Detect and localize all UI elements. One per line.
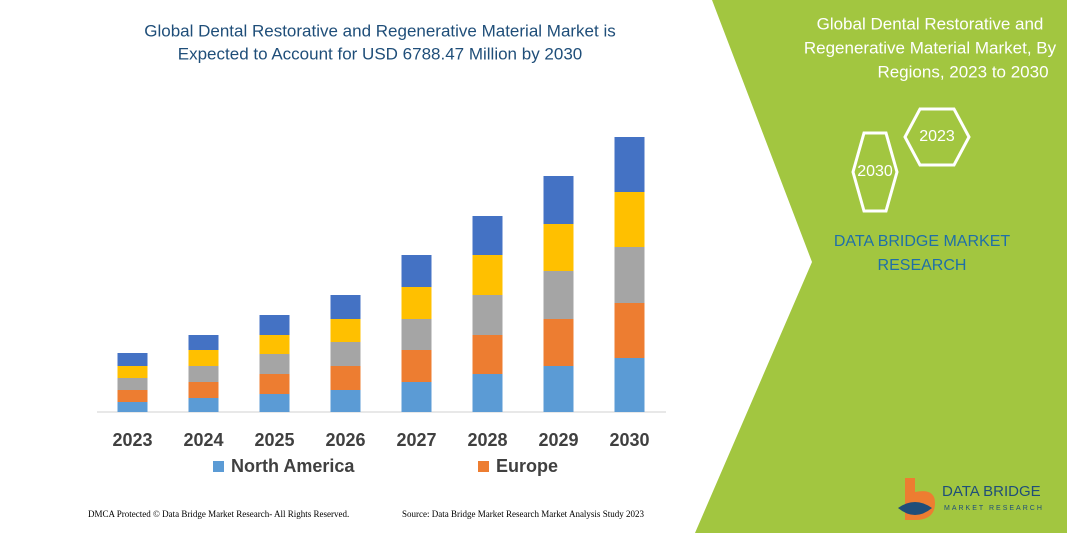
- bar-segment: [259, 374, 290, 394]
- bar-segment: [188, 398, 219, 412]
- bar-segment: [614, 247, 645, 303]
- bar-segment: [472, 295, 503, 335]
- bar-segment: [330, 319, 361, 342]
- bar-segment: [401, 319, 432, 350]
- x-tick-label: 2025: [254, 430, 294, 450]
- bar-segment: [117, 378, 148, 390]
- bar-segment: [614, 137, 645, 192]
- footer-text: DMCA Protected © Data Bridge Market Rese…: [88, 509, 349, 519]
- bar-segment: [188, 382, 219, 398]
- bar-segment: [543, 224, 574, 271]
- bar-segment: [259, 335, 290, 354]
- bar-segment: [259, 394, 290, 412]
- side-panel: [695, 0, 1067, 533]
- chart-title: Expected to Account for USD 6788.47 Mill…: [178, 44, 582, 63]
- bar-segment: [614, 192, 645, 247]
- bar-segment: [330, 342, 361, 366]
- bar-segment: [259, 315, 290, 335]
- legend-label: North America: [231, 456, 355, 476]
- bar-segment: [117, 353, 148, 366]
- hexagon: [851, 131, 899, 213]
- x-tick-label: 2027: [396, 430, 436, 450]
- panel-title: Regenerative Material Market, By: [804, 38, 1057, 57]
- logo-tagline: MARKET RESEARCH: [944, 505, 1044, 512]
- bar-segment: [543, 319, 574, 366]
- bar-segment: [188, 366, 219, 382]
- bar-segment: [330, 390, 361, 412]
- hexagon: [903, 107, 971, 167]
- bar-segment: [259, 354, 290, 374]
- bar-segment: [117, 402, 148, 412]
- x-tick-label: 2026: [325, 430, 365, 450]
- bar-segment: [543, 366, 574, 412]
- x-tick-label: 2023: [112, 430, 152, 450]
- x-tick-label: 2024: [183, 430, 223, 450]
- bar-segment: [401, 382, 432, 412]
- legend-label: Europe: [496, 456, 558, 476]
- x-tick-label: 2029: [538, 430, 578, 450]
- logo: DATA BRIDGE MARKET RESEARCH: [898, 478, 1044, 520]
- legend-swatch: [213, 461, 224, 472]
- logo-mark: [898, 502, 932, 515]
- legend-swatch: [478, 461, 489, 472]
- panel-title: Global Dental Restorative and: [817, 14, 1044, 33]
- bar-segment: [330, 366, 361, 390]
- bar-segment: [614, 303, 645, 358]
- bar-segment: [401, 255, 432, 287]
- bar-segment: [543, 271, 574, 319]
- panel-title: Regions, 2023 to 2030: [877, 62, 1048, 81]
- bar-segment: [330, 295, 361, 319]
- bar-segment: [472, 374, 503, 412]
- footer-text: Source: Data Bridge Market Research Mark…: [402, 509, 644, 519]
- bar-segment: [614, 358, 645, 412]
- bar-segment: [188, 335, 219, 350]
- brand-text: RESEARCH: [878, 257, 967, 274]
- bar-segment: [472, 335, 503, 374]
- bar-segment: [117, 390, 148, 402]
- x-tick-label: 2028: [467, 430, 507, 450]
- logo-name: DATA BRIDGE: [942, 483, 1041, 500]
- bar-segment: [117, 366, 148, 378]
- chart-title: Global Dental Restorative and Regenerati…: [144, 21, 616, 40]
- bar-segment: [543, 176, 574, 224]
- hexagon-label: 2023: [919, 128, 955, 145]
- brand-text: DATA BRIDGE MARKET: [834, 233, 1011, 250]
- hexagon-label: 2030: [857, 163, 893, 180]
- x-tick-label: 2030: [609, 430, 649, 450]
- bar-segment: [188, 350, 219, 366]
- bar-segment: [401, 287, 432, 319]
- bar-segment: [472, 216, 503, 255]
- bar-segment: [401, 350, 432, 382]
- bar-segment: [472, 255, 503, 295]
